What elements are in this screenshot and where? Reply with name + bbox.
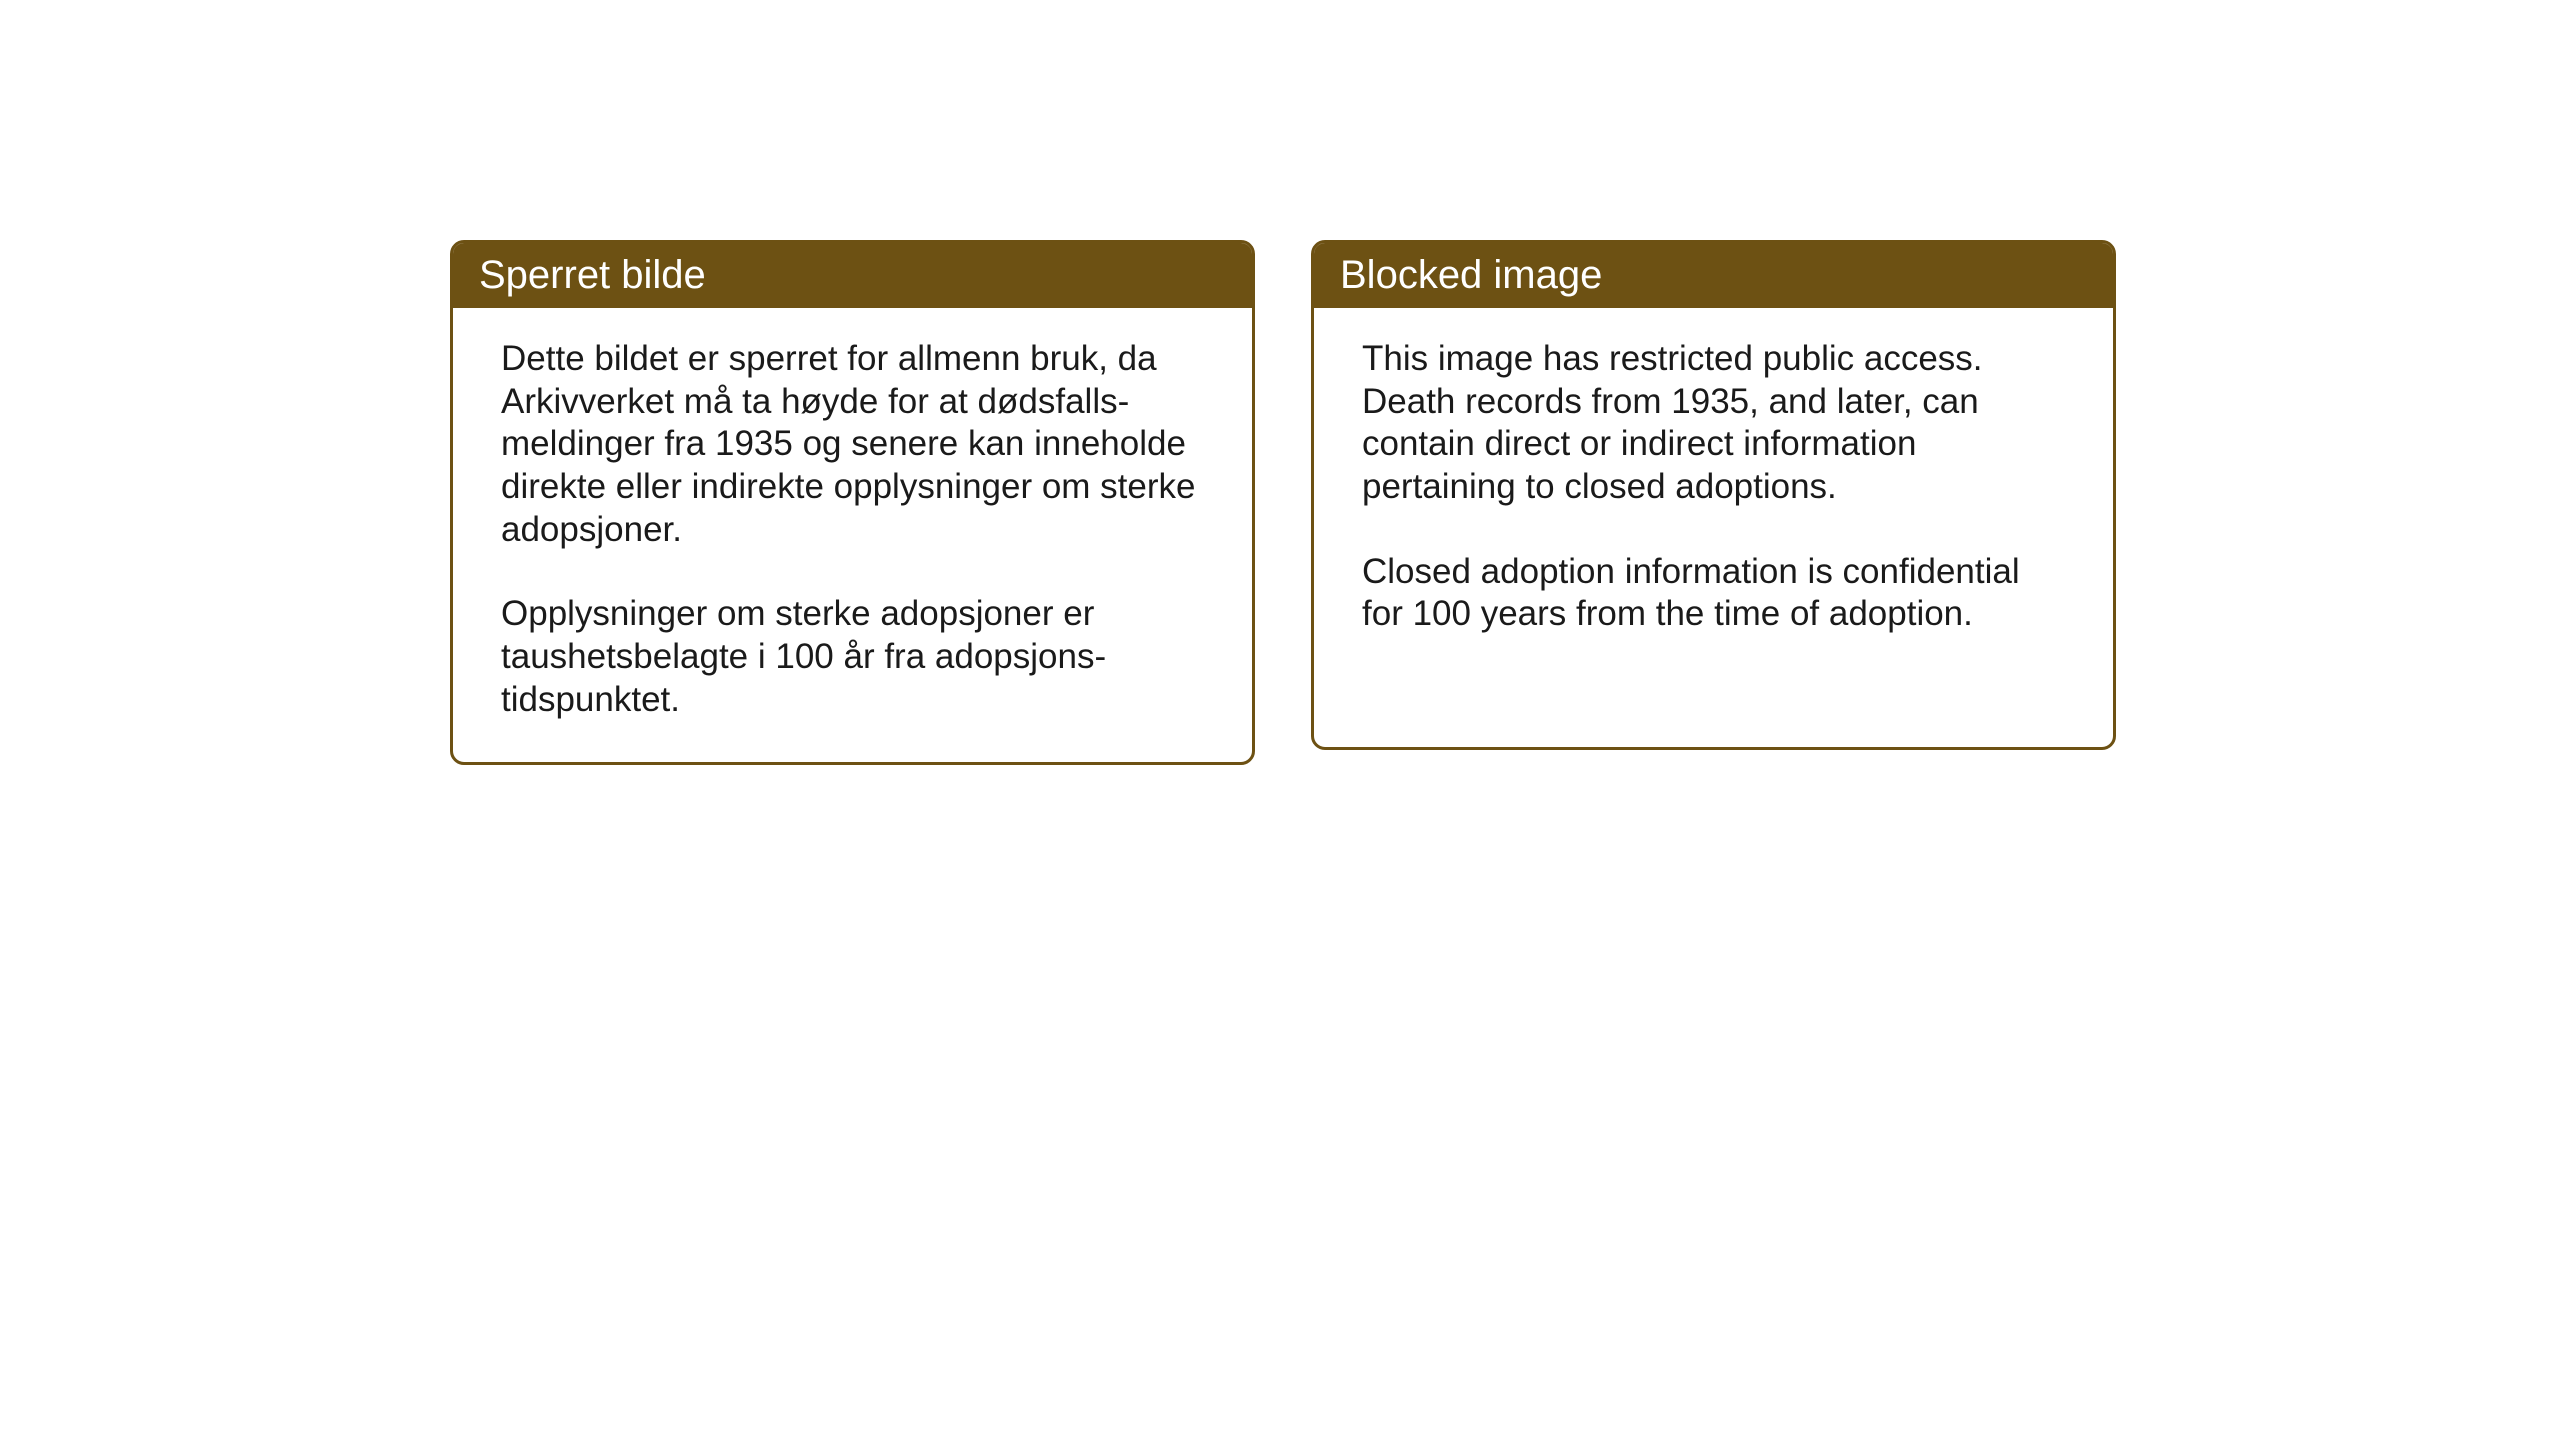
notice-container: Sperret bilde Dette bildet er sperret fo… <box>450 240 2116 765</box>
card-body-norwegian: Dette bildet er sperret for allmenn bruk… <box>453 308 1252 762</box>
card-header-norwegian: Sperret bilde <box>453 243 1252 308</box>
card-paragraph-1-norwegian: Dette bildet er sperret for allmenn bruk… <box>501 338 1204 551</box>
card-header-english: Blocked image <box>1314 243 2113 308</box>
notice-card-norwegian: Sperret bilde Dette bildet er sperret fo… <box>450 240 1255 765</box>
card-paragraph-2-english: Closed adoption information is confident… <box>1362 551 2065 636</box>
notice-card-english: Blocked image This image has restricted … <box>1311 240 2116 750</box>
card-paragraph-2-norwegian: Opplysninger om sterke adopsjoner er tau… <box>501 593 1204 721</box>
card-title-norwegian: Sperret bilde <box>479 253 706 297</box>
card-title-english: Blocked image <box>1340 253 1602 297</box>
card-paragraph-1-english: This image has restricted public access.… <box>1362 338 2065 509</box>
card-body-english: This image has restricted public access.… <box>1314 308 2113 676</box>
